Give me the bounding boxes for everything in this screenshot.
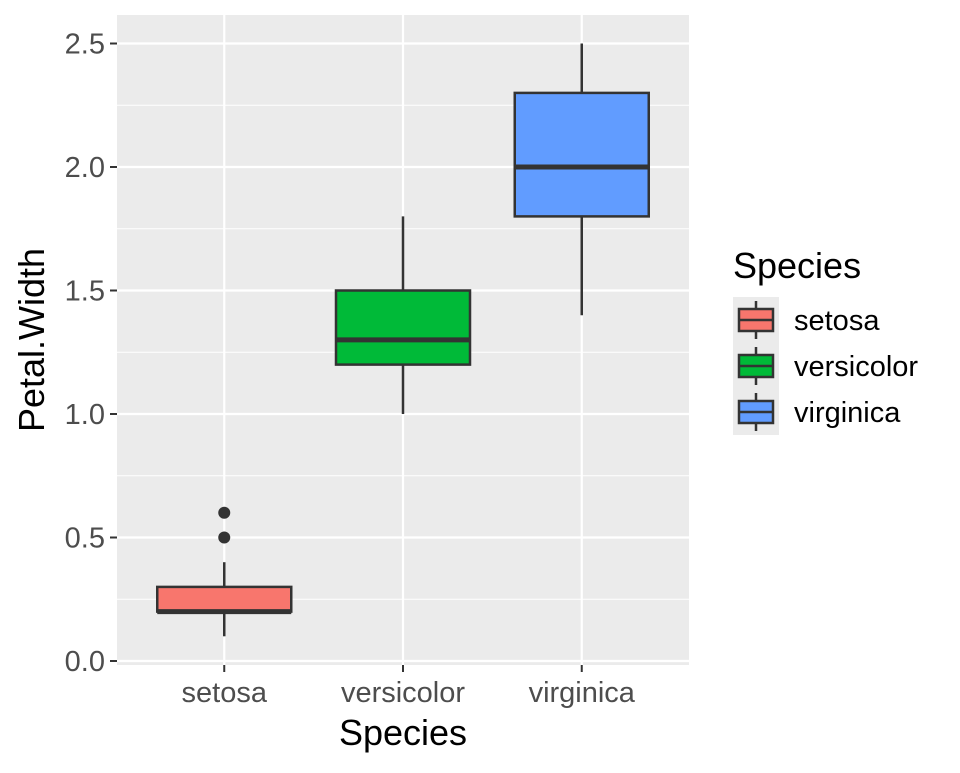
legend-label: setosa (794, 305, 880, 337)
y-tick-label: 2.5 (65, 29, 105, 61)
y-tick-label: 1.5 (65, 276, 105, 308)
y-axis-ticks: 0.0 0.5 1.0 1.5 2.0 2.5 (65, 29, 117, 678)
box-versicolor (334, 216, 472, 414)
x-tick-label: versicolor (341, 677, 465, 709)
legend-entry-virginica: virginica (733, 389, 901, 435)
y-tick-label: 0.0 (65, 646, 105, 678)
box-virginica (513, 43, 650, 316)
y-tick-label: 2.0 (65, 152, 105, 184)
legend-title: Species (733, 245, 861, 286)
legend-entry-setosa: setosa (733, 297, 880, 343)
y-tick-label: 0.5 (65, 523, 105, 555)
box-body (156, 585, 293, 613)
legend: Species setosa versicolor virginica (733, 245, 918, 435)
box-body (334, 289, 472, 366)
x-axis-ticks: setosa versicolor virginica (182, 665, 636, 709)
y-axis-title: Petal.Width (11, 248, 52, 432)
legend-entry-versicolor: versicolor (733, 343, 918, 389)
y-tick-label: 1.0 (65, 399, 105, 431)
outlier-point (218, 506, 231, 519)
outlier-point (218, 531, 231, 544)
box-body (513, 91, 650, 218)
x-tick-label: setosa (182, 677, 268, 709)
legend-label: virginica (794, 397, 901, 429)
legend-label: versicolor (794, 351, 918, 383)
boxes (156, 43, 650, 637)
legend-entries: setosa versicolor virginica (733, 297, 918, 435)
box-setosa (156, 506, 293, 637)
x-axis-title: Species (339, 712, 467, 753)
x-tick-label: virginica (529, 677, 636, 709)
